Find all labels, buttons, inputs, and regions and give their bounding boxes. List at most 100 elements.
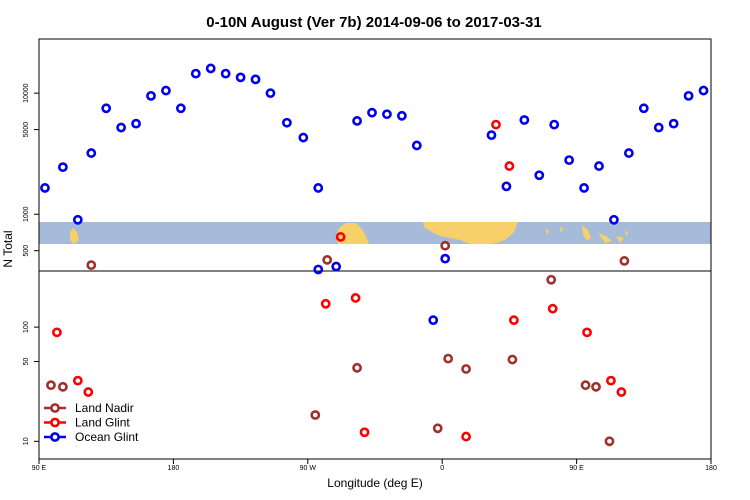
ocean-glint-point [175, 103, 186, 114]
land-nadir-point [507, 354, 518, 365]
ocean-glint-point [534, 170, 545, 181]
land-glint-point [359, 427, 370, 438]
legend-marker-land-nadir [50, 403, 60, 413]
y-tick-label: 5000 [23, 122, 30, 138]
y-axis: 500 1000 5000 10000 10 50 100 [23, 83, 39, 445]
land-nadir-point [432, 423, 443, 434]
land-nadir-point [86, 260, 97, 271]
ocean-glint-point [190, 68, 201, 79]
x-tick-label: 90 W [300, 465, 317, 472]
land-glint-point [335, 232, 346, 242]
ocean-glint-point [131, 118, 141, 129]
ocean-glint-point [250, 74, 261, 85]
legend-label-ocean-glint: Ocean Glint [75, 430, 139, 444]
land-glint-point [461, 431, 471, 442]
map-land [70, 222, 628, 244]
ocean-glint-point [486, 130, 497, 141]
map-ocean [39, 222, 711, 244]
ocean-glint-point [428, 315, 439, 326]
land-nadir-point [440, 240, 451, 251]
ocean-glint-point [298, 132, 309, 143]
legend-marker-land-glint [50, 417, 60, 428]
ocean-glint-point [519, 115, 530, 125]
y-tick-label: 1000 [23, 206, 30, 222]
legend-marker-ocean-glint [50, 432, 60, 442]
ocean-glint-point [220, 68, 231, 79]
ocean-glint-point [313, 183, 324, 193]
land-shape [582, 225, 591, 241]
land-nadir-point [546, 274, 557, 285]
land-glint-point [504, 161, 515, 171]
land-glint-point [72, 375, 83, 386]
ocean-glint-point [205, 63, 216, 74]
y-tick-label: 10000 [23, 83, 30, 103]
ocean-glint-point [116, 122, 127, 133]
ocean-glint-point [281, 117, 292, 128]
land-nadir-point [352, 362, 362, 373]
x-axis: 90 E 180 90 W 0 90 E 180 [32, 459, 717, 472]
ocean-glint-point [564, 155, 575, 166]
ocean-glint-point [265, 88, 276, 99]
ocean-glint-point [638, 103, 649, 114]
land-glint-point [491, 119, 501, 130]
x-tick-label: 90 E [569, 465, 584, 472]
ocean-glint-point [668, 118, 679, 129]
x-tick-label: 0 [440, 465, 444, 472]
y-tick-label: 100 [23, 321, 30, 333]
ocean-glint-point [579, 183, 589, 193]
land-shape [423, 222, 518, 244]
chart-title: 0-10N August (Ver 7b) 2014-09-06 to 2017… [206, 14, 541, 31]
ocean-glint-point [396, 110, 407, 121]
land-glint-point [508, 315, 519, 326]
y-tick-label: 10 [23, 437, 30, 445]
land-glint-point [320, 298, 331, 309]
land-glint-point [582, 327, 592, 338]
land-nadir-point [322, 254, 333, 265]
ocean-glint-point [101, 103, 112, 114]
ocean-glint-point [161, 85, 171, 96]
ocean-glint-point [594, 161, 604, 171]
ocean-glint-point [146, 90, 156, 101]
ocean-glint-point [683, 90, 694, 101]
ocean-glint-point [57, 162, 68, 173]
y-axis-label: N Total [1, 230, 15, 267]
land-nadir-point [461, 364, 471, 374]
ocean-glint-point [235, 72, 246, 83]
legend-label-land-nadir: Land Nadir [75, 401, 134, 415]
land-glint-point [83, 387, 94, 397]
ocean-glint-point [40, 183, 50, 193]
x-tick-label: 180 [168, 465, 180, 472]
land-nadir-point [57, 381, 68, 392]
x-axis-label: Longitude (deg E) [327, 476, 422, 490]
land-nadir-point [619, 256, 630, 266]
y-tick-label: 500 [23, 245, 30, 257]
x-tick-label: 180 [705, 465, 717, 472]
map-strip [39, 222, 711, 244]
land-shape [70, 228, 79, 244]
land-glint-point [350, 293, 361, 303]
ocean-glint-point [623, 148, 634, 158]
land-shape [545, 228, 549, 235]
land-shape [616, 236, 624, 243]
y-tick-label: 50 [23, 357, 30, 365]
ocean-glint-point [367, 107, 377, 118]
land-shape [625, 230, 628, 236]
land-glint-point [616, 387, 627, 397]
ocean-glint-point [549, 119, 560, 130]
land-glint-point [52, 327, 62, 338]
land-nadir-point [591, 381, 601, 392]
ocean-glint-point [331, 261, 342, 272]
ocean-glint-point [653, 122, 664, 133]
plot-frame [38, 38, 712, 460]
x-tick-label: 90 E [32, 465, 47, 472]
land-nadir-point [443, 353, 454, 364]
ocean-glint-point [313, 264, 324, 275]
land-shape [598, 233, 612, 243]
ocean-glint-point [440, 253, 451, 264]
ocean-glint-point [72, 214, 83, 225]
ocean-glint-point [352, 116, 362, 126]
ocean-glint-point [411, 140, 422, 151]
ocean-glint-point [382, 109, 392, 120]
data-points [40, 63, 709, 447]
land-nadir-point [310, 410, 321, 420]
